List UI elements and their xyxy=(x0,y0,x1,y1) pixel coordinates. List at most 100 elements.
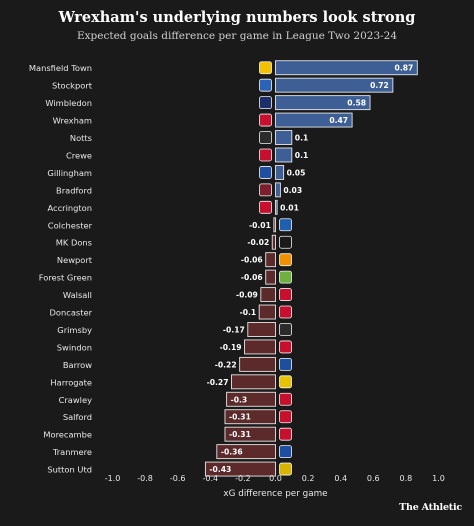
bar xyxy=(275,130,293,145)
value-label: -0.43 xyxy=(209,465,231,474)
x-tick-label: -0.4 xyxy=(202,474,218,483)
value-label: 0.1 xyxy=(295,134,308,143)
bar xyxy=(275,164,285,180)
team-label: Sutton Utd xyxy=(47,465,92,475)
value-label: 0.05 xyxy=(287,168,306,177)
bar xyxy=(231,374,276,390)
club-badge-icon xyxy=(259,113,272,127)
bar xyxy=(273,217,276,233)
team-label: Wrexham xyxy=(53,116,92,126)
team-label: Gillingham xyxy=(47,168,92,178)
value-label: 0.03 xyxy=(283,186,302,195)
bar xyxy=(275,60,418,76)
bar xyxy=(247,322,276,337)
value-label: -0.19 xyxy=(220,343,242,352)
club-badge-icon xyxy=(259,96,272,110)
value-label: -0.1 xyxy=(240,308,257,317)
team-label: Barrow xyxy=(63,360,92,370)
value-label: 0.72 xyxy=(370,81,389,90)
bar xyxy=(271,234,276,250)
value-label: -0.36 xyxy=(221,448,243,457)
team-label: Walsall xyxy=(63,290,92,300)
team-label: Doncaster xyxy=(50,308,93,318)
bar xyxy=(265,252,276,268)
team-label: Morecambe xyxy=(43,430,92,440)
club-badge-icon xyxy=(279,410,292,424)
value-label: -0.17 xyxy=(223,325,245,334)
chart-subtitle: Expected goals difference per game in Le… xyxy=(76,30,398,42)
x-axis-label: xG difference per game xyxy=(223,489,327,499)
bar xyxy=(275,112,353,128)
x-tick-label: 0.8 xyxy=(400,474,413,483)
bar xyxy=(275,182,281,198)
club-badge-icon xyxy=(279,375,292,389)
club-badge-icon xyxy=(279,270,292,284)
team-label: MK Dons xyxy=(56,238,92,248)
value-label: -0.09 xyxy=(236,291,258,300)
value-label: -0.06 xyxy=(241,273,263,282)
club-badge-icon xyxy=(279,305,292,319)
value-label: -0.31 xyxy=(229,413,251,422)
bar xyxy=(204,461,276,477)
team-label: Salford xyxy=(63,412,92,422)
team-label: Newport xyxy=(57,255,93,265)
value-label: -0.31 xyxy=(229,430,251,439)
chart-title: Wrexham's underlying numbers look strong xyxy=(58,9,416,26)
club-badge-icon xyxy=(259,200,272,214)
club-badge-icon xyxy=(279,323,292,336)
value-label: 0.1 xyxy=(295,151,308,160)
bar xyxy=(275,199,278,215)
bar xyxy=(216,444,276,460)
club-badge-icon xyxy=(279,427,292,441)
club-badge-icon xyxy=(279,392,292,406)
bar xyxy=(275,77,394,93)
team-label: Stockport xyxy=(52,81,93,91)
team-label: Mansfield Town xyxy=(29,63,92,73)
x-tick-label: -1.0 xyxy=(105,474,121,483)
club-badge-icon xyxy=(279,235,292,249)
x-tick-label: -0.6 xyxy=(170,474,186,483)
bar xyxy=(224,409,276,425)
club-badge-icon xyxy=(279,445,292,459)
club-badge-icon xyxy=(259,148,272,162)
team-label: Crewe xyxy=(66,150,92,160)
club-badge-icon xyxy=(279,218,292,232)
club-badge-icon xyxy=(279,357,292,371)
bar xyxy=(226,391,276,407)
x-tick-label: 0.2 xyxy=(302,474,315,483)
bar xyxy=(265,269,276,285)
club-badge-icon xyxy=(259,131,272,144)
value-label: -0.02 xyxy=(247,238,269,247)
club-badge-icon xyxy=(279,340,292,354)
x-tick-label: 0.0 xyxy=(269,474,282,483)
team-label: Swindon xyxy=(57,342,92,352)
value-label: 0.47 xyxy=(329,116,348,125)
team-label: Wimbledon xyxy=(45,98,92,108)
team-label: Notts xyxy=(70,133,92,143)
value-label: -0.3 xyxy=(231,395,248,404)
club-badge-icon xyxy=(259,166,272,179)
bar xyxy=(244,339,276,355)
value-label: -0.06 xyxy=(241,256,263,265)
bar xyxy=(260,287,276,303)
value-label: -0.22 xyxy=(215,360,237,369)
team-label: Bradford xyxy=(56,185,92,195)
value-label: 0.58 xyxy=(347,99,366,108)
team-label: Forest Green xyxy=(39,273,92,283)
club-badge-icon xyxy=(279,288,292,301)
x-tick-label: 1.0 xyxy=(432,474,445,483)
bar xyxy=(224,426,276,442)
value-label: 0.87 xyxy=(395,64,414,73)
x-tick-label: 0.4 xyxy=(334,474,347,483)
team-label: Colchester xyxy=(48,220,93,230)
value-label: 0.01 xyxy=(280,203,299,212)
team-label: Harrogate xyxy=(50,377,92,387)
team-label: Accrington xyxy=(48,203,92,213)
bar xyxy=(239,356,276,372)
bar xyxy=(258,304,276,320)
bar xyxy=(275,95,371,111)
club-badge-icon xyxy=(259,61,272,75)
value-label: -0.27 xyxy=(207,378,229,387)
club-badge-icon xyxy=(259,78,272,92)
